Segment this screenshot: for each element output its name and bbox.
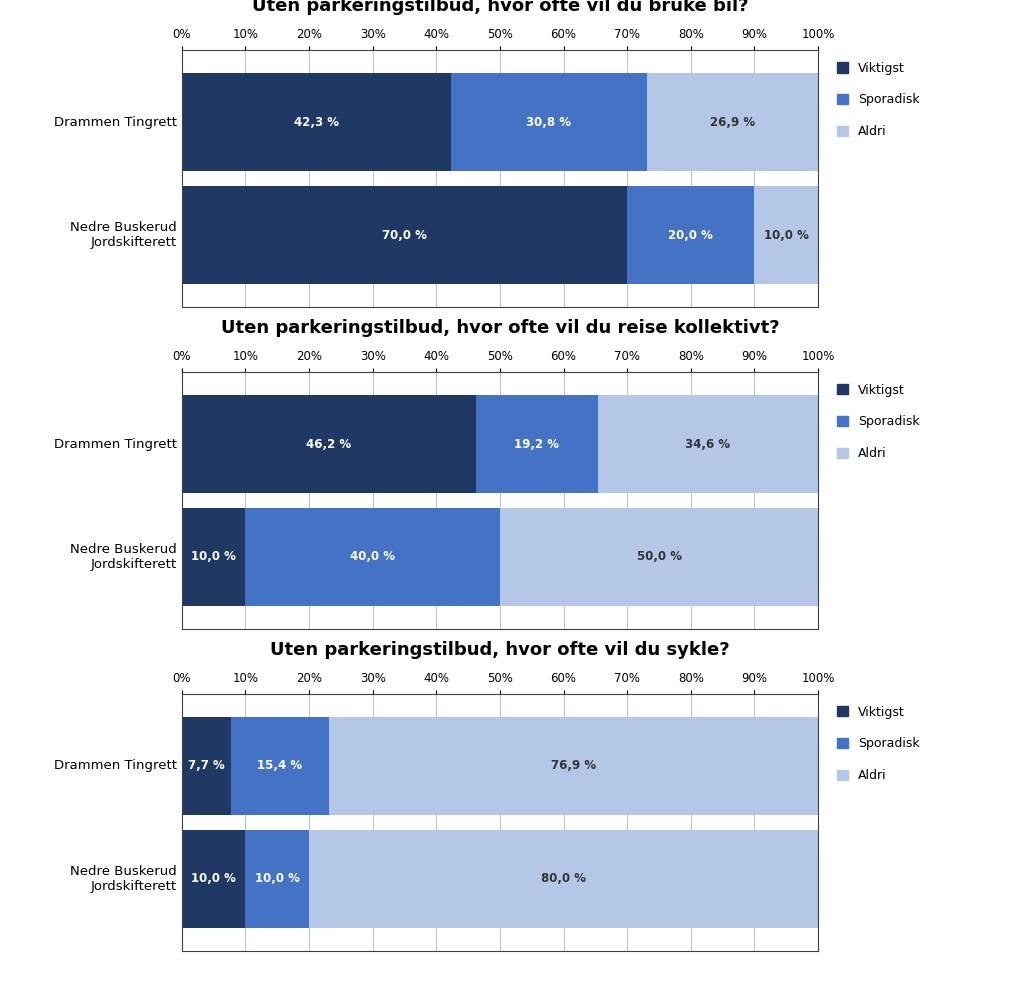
Bar — [450, 73, 647, 171]
Legend: Viktigst, Sporadisk, Aldri: Viktigst, Sporadisk, Aldri — [837, 61, 920, 138]
Text: 10,0 %: 10,0 % — [191, 550, 236, 563]
Text: 34,6 %: 34,6 % — [686, 438, 730, 451]
Text: 10,0 %: 10,0 % — [764, 228, 809, 241]
Bar — [182, 830, 245, 928]
Bar — [754, 186, 818, 284]
Bar — [245, 508, 500, 606]
Text: 42,3 %: 42,3 % — [294, 116, 339, 129]
Text: 30,8 %: 30,8 % — [526, 116, 572, 129]
Bar — [627, 186, 754, 284]
Text: 20,0 %: 20,0 % — [669, 228, 713, 241]
Bar — [476, 395, 598, 493]
Bar — [182, 186, 627, 284]
Bar — [182, 717, 231, 815]
Title: Uten parkeringstilbud, hvor ofte vil du reise kollektivt?: Uten parkeringstilbud, hvor ofte vil du … — [220, 319, 780, 337]
Legend: Viktigst, Sporadisk, Aldri: Viktigst, Sporadisk, Aldri — [837, 705, 920, 782]
Bar — [182, 508, 245, 606]
Text: 15,4 %: 15,4 % — [258, 760, 302, 773]
Title: Uten parkeringstilbud, hvor ofte vil du sykle?: Uten parkeringstilbud, hvor ofte vil du … — [270, 641, 730, 659]
Text: 76,9 %: 76,9 % — [550, 760, 596, 773]
Bar — [309, 830, 818, 928]
Bar — [245, 830, 309, 928]
Bar — [182, 73, 450, 171]
Bar — [182, 395, 476, 493]
Text: 10,0 %: 10,0 % — [255, 872, 300, 885]
Title: Uten parkeringstilbud, hvor ofte vil du bruke bil?: Uten parkeringstilbud, hvor ofte vil du … — [251, 0, 748, 15]
Text: 7,7 %: 7,7 % — [188, 760, 224, 773]
Bar — [500, 508, 818, 606]
Text: 46,2 %: 46,2 % — [306, 438, 351, 451]
Bar — [231, 717, 329, 815]
Text: 26,9 %: 26,9 % — [710, 116, 755, 129]
Bar — [647, 73, 818, 171]
Text: 19,2 %: 19,2 % — [514, 438, 560, 451]
Text: 50,0 %: 50,0 % — [636, 550, 682, 563]
Bar — [329, 717, 818, 815]
Text: 40,0 %: 40,0 % — [350, 550, 395, 563]
Text: 10,0 %: 10,0 % — [191, 872, 236, 885]
Text: 70,0 %: 70,0 % — [382, 228, 427, 241]
Text: 80,0 %: 80,0 % — [541, 872, 586, 885]
Bar — [598, 395, 818, 493]
Legend: Viktigst, Sporadisk, Aldri: Viktigst, Sporadisk, Aldri — [837, 383, 920, 460]
